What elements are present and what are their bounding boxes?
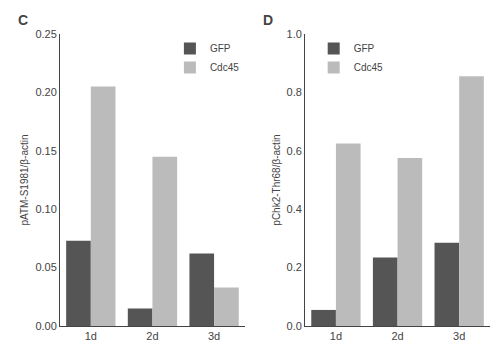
svg-text:1.0: 1.0 (287, 28, 302, 40)
svg-text:D: D (263, 12, 273, 28)
svg-text:3d: 3d (208, 330, 220, 342)
svg-text:0.10: 0.10 (35, 203, 56, 215)
svg-text:C: C (18, 12, 28, 28)
svg-text:0.15: 0.15 (35, 145, 56, 157)
svg-text:0.05: 0.05 (35, 261, 56, 273)
svg-text:2d: 2d (146, 330, 158, 342)
svg-text:0.20: 0.20 (35, 86, 56, 98)
svg-text:GFP: GFP (210, 43, 231, 54)
svg-text:2d: 2d (391, 330, 403, 342)
svg-text:0.8: 0.8 (287, 86, 302, 98)
svg-text:Cdc45: Cdc45 (354, 62, 383, 73)
svg-text:0.2: 0.2 (287, 261, 302, 273)
svg-text:GFP: GFP (354, 43, 375, 54)
svg-text:Cdc45: Cdc45 (210, 62, 239, 73)
svg-text:0.6: 0.6 (287, 145, 302, 157)
svg-text:pATM-S1981/β-actin: pATM-S1981/β-actin (19, 134, 30, 225)
svg-text:0.0: 0.0 (287, 320, 302, 332)
svg-text:1d: 1d (85, 330, 97, 342)
svg-text:pChk2-Thr68/β-actin: pChk2-Thr68/β-actin (271, 134, 282, 225)
svg-text:0.25: 0.25 (35, 28, 56, 40)
svg-text:0.00: 0.00 (35, 320, 56, 332)
svg-text:0.4: 0.4 (287, 203, 302, 215)
svg-text:3d: 3d (453, 330, 465, 342)
svg-text:1d: 1d (330, 330, 342, 342)
